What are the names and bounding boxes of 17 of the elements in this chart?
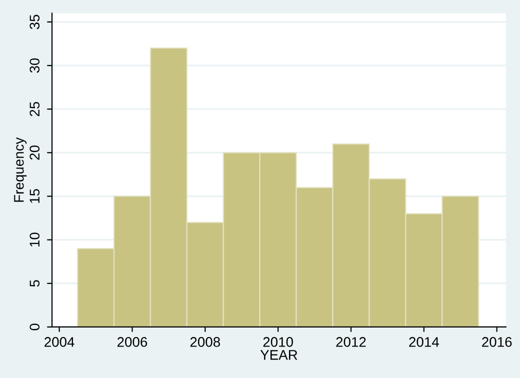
y-tick-label: 25 <box>30 102 40 116</box>
x-tick-label: 2008 <box>190 337 220 347</box>
y-tick-label: 10 <box>30 232 40 246</box>
y-tick-label: 20 <box>30 145 40 160</box>
y-axis-title: Frequency <box>14 137 27 202</box>
y-tick-label: 5 <box>30 280 40 287</box>
y-tick-label: 30 <box>30 58 40 73</box>
x-tick-label: 2010 <box>263 337 293 347</box>
x-axis-title: YEAR <box>260 350 298 360</box>
y-tick-label: 0 <box>30 324 40 330</box>
x-tick-label: 2014 <box>409 337 439 347</box>
y-tick-label: 35 <box>30 14 40 30</box>
x-tick-label: 2016 <box>482 337 512 347</box>
x-tick-label: 2004 <box>44 337 74 347</box>
x-tick-label: 2006 <box>117 337 148 347</box>
y-tick-label: 15 <box>30 189 40 203</box>
x-tick-label: 2012 <box>336 337 366 347</box>
